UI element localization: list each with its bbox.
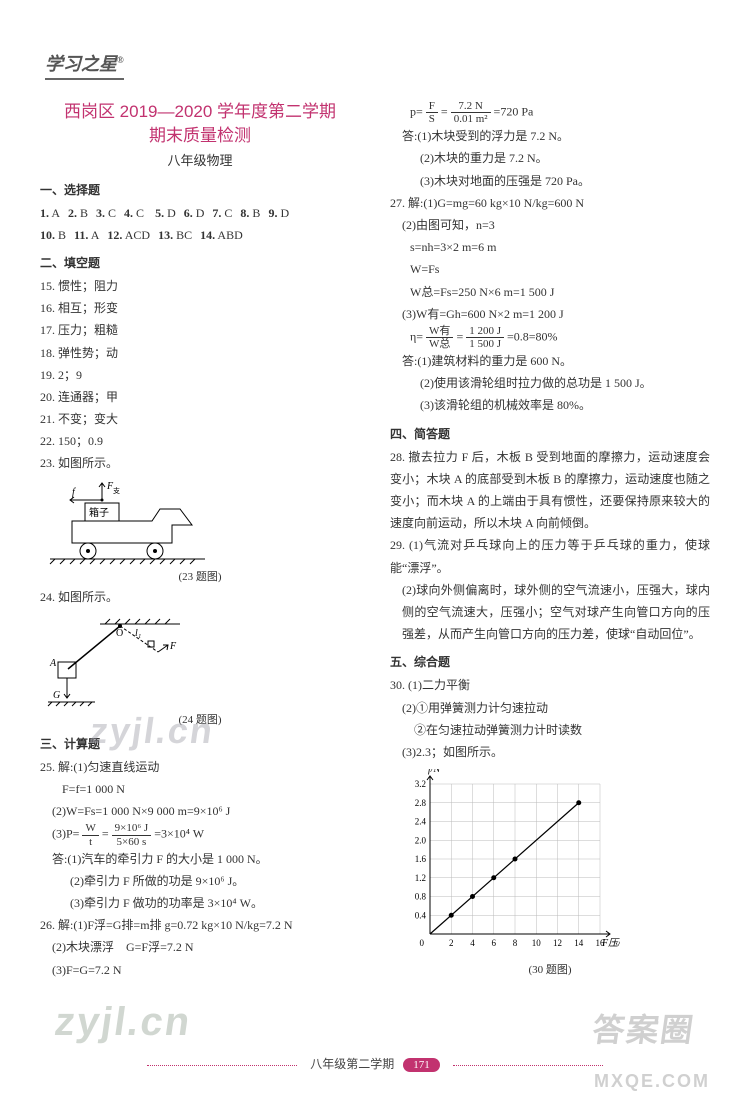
q27-l2: (2)由图可知，n=3 <box>390 214 710 236</box>
q29-1: 29. (1)气流对乒乓球向上的压力等于乒乓球的重力，使球能“漂浮”。 <box>390 534 710 578</box>
q27-l5: W总=Fs=250 N×6 m=1 500 J <box>390 281 710 303</box>
fig23-caption: (23 题图) <box>40 568 360 584</box>
q27-l1: 27. 解:(1)G=mg=60 kg×10 N/kg=600 N <box>390 192 710 214</box>
q25-a2: (2)牵引力 F 所做的功是 9×10⁶ J。 <box>40 870 360 892</box>
q26-a3: (3)木块对地面的压强是 720 Pa。 <box>390 170 710 192</box>
fig23-box-label: 箱子 <box>89 506 109 519</box>
figure-23: 箱子 F 支 f (23 题图) <box>40 481 360 584</box>
q27-eta: η= W有W总 = 1 200 J1 500 J =0.8=80% <box>390 325 710 350</box>
svg-text:f/N: f/N <box>428 769 442 775</box>
q21: 21. 不变；变大 <box>40 408 360 430</box>
mc-row-1: 1. A2. B3. C4. C 5. D6. D7. C8. B9. D <box>40 202 360 224</box>
fig24-F: F <box>169 641 177 652</box>
q27-l4: W=Fs <box>390 258 710 280</box>
q18: 18. 弹性势；动 <box>40 342 360 364</box>
fig24-G: G <box>53 690 60 701</box>
q26-a2: (2)木块的重力是 7.2 N。 <box>390 147 710 169</box>
svg-text:12: 12 <box>553 938 562 948</box>
q16: 16. 相互；形变 <box>40 297 360 319</box>
svg-text:0.8: 0.8 <box>415 892 427 902</box>
q27-a1: 答:(1)建筑材料的重力是 600 N。 <box>390 350 710 372</box>
section-1-heading: 一、选择题 <box>40 181 360 198</box>
page-footer: 八年级第二学期 171 <box>0 1055 750 1072</box>
q27-a3: (3)该滑轮组的机械效率是 80%。 <box>390 394 710 416</box>
q26-l3: (3)F=G=7.2 N <box>40 959 360 981</box>
two-column-layout: 西岗区 2019—2020 学年度第二学期 期末质量检测 八年级物理 一、选择题… <box>40 100 710 981</box>
left-column: 西岗区 2019—2020 学年度第二学期 期末质量检测 八年级物理 一、选择题… <box>40 100 360 981</box>
fig24-caption: (24 题图) <box>40 711 360 727</box>
figure-24: O l₁ F A G (24 题图) <box>40 614 360 727</box>
q25-l1: F=f=1 000 N <box>40 778 360 800</box>
svg-text:2: 2 <box>449 938 454 948</box>
q24: 24. 如图所示。 <box>40 586 360 608</box>
watermark-2: zyjl.cn <box>52 1000 195 1045</box>
q26-a1: 答:(1)木块受到的浮力是 7.2 N。 <box>390 125 710 147</box>
section-3-heading: 三、计算题 <box>40 735 360 752</box>
svg-text:4: 4 <box>470 938 475 948</box>
svg-text:14: 14 <box>574 938 584 948</box>
q28: 28. 撤去拉力 F 后，木板 B 受到地面的摩擦力，运动速度会变小；木块 A … <box>390 446 710 535</box>
svg-text:1.6: 1.6 <box>415 854 427 864</box>
svg-text:0.4: 0.4 <box>415 910 427 920</box>
fig30-caption: (30 题图) <box>390 961 710 977</box>
q30-l1: 30. (1)二力平衡 <box>390 674 710 696</box>
fig24-A: A <box>49 658 57 669</box>
mc-row-2: 10. B11. A12. ACD13. BC14. ABD <box>40 224 360 246</box>
q30-l4: (3)2.3；如图所示。 <box>390 741 710 763</box>
watermark-4: MXQE.COM <box>594 1071 710 1092</box>
exam-title-1: 西岗区 2019—2020 学年度第二学期 <box>40 100 360 124</box>
svg-text:2.0: 2.0 <box>415 835 427 845</box>
q30-l3: ②在匀速拉动弹簧测力计时读数 <box>390 719 710 741</box>
q25-a3: (3)牵引力 F 做功的功率是 3×10⁴ W。 <box>40 892 360 914</box>
p-eq: p= FS = 7.2 N0.01 m² =720 Pa <box>390 100 710 125</box>
q26-l2: (2)木块漂浮 G=F浮=7.2 N <box>40 936 360 958</box>
exam-subtitle: 八年级物理 <box>40 150 360 169</box>
watermark-3: 答案圈 <box>590 1005 698 1051</box>
q17: 17. 压力；粗糙 <box>40 319 360 341</box>
brand-logo: 学习之星® <box>45 50 124 80</box>
q27-a2: (2)使用该滑轮组时拉力做的总功是 1 500 J。 <box>390 372 710 394</box>
exam-title-2: 期末质量检测 <box>40 124 360 148</box>
brand-text: 学习之星 <box>45 54 117 74</box>
svg-text:0: 0 <box>420 938 425 948</box>
q20: 20. 连通器；甲 <box>40 386 360 408</box>
q25-head: 25. 解:(1)匀速直线运动 <box>40 756 360 778</box>
q29-2: (2)球向外侧偏离时，球外侧的空气流速小，压强大，球内侧的空气流速大，压强小；空… <box>390 579 710 646</box>
svg-text:2.8: 2.8 <box>415 798 427 808</box>
svg-text:10: 10 <box>532 938 542 948</box>
section-4-heading: 四、简答题 <box>390 425 710 442</box>
q26-l1: 26. 解:(1)F浮=G排=m排 g=0.72 kg×10 N/kg=7.2 … <box>40 914 360 936</box>
fig23-fn-sub: 支 <box>113 486 120 495</box>
q19: 19. 2；9 <box>40 364 360 386</box>
right-column: p= FS = 7.2 N0.01 m² =720 Pa 答:(1)木块受到的浮… <box>390 100 710 981</box>
q27-l3: s=nh=3×2 m=6 m <box>390 236 710 258</box>
footer-page: 171 <box>403 1058 440 1072</box>
svg-text:F压/N: F压/N <box>601 938 620 949</box>
section-2-heading: 二、填空题 <box>40 254 360 271</box>
svg-text:3.2: 3.2 <box>415 779 426 789</box>
figure-30-chart: 2468101214160.40.81.21.62.02.42.83.20F压/… <box>390 769 710 977</box>
svg-text:2.4: 2.4 <box>415 817 427 827</box>
q25-l2: (2)W=Fs=1 000 N×9 000 m=9×10⁶ J <box>40 800 360 822</box>
svg-text:6: 6 <box>492 938 497 948</box>
section-5-heading: 五、综合题 <box>390 653 710 670</box>
q23: 23. 如图所示。 <box>40 452 360 474</box>
svg-text:8: 8 <box>513 938 518 948</box>
footer-label: 八年级第二学期 <box>310 1057 394 1071</box>
svg-text:1.2: 1.2 <box>415 873 426 883</box>
q25-l3: (3)P= Wt = 9×10⁶ J5×60 s =3×10⁴ W <box>40 822 360 847</box>
q15: 15. 惯性；阻力 <box>40 275 360 297</box>
q25-a1: 答:(1)汽车的牵引力 F 的大小是 1 000 N。 <box>40 848 360 870</box>
fig24-O: O <box>116 628 123 639</box>
q22: 22. 150；0.9 <box>40 430 360 452</box>
fig23-f: f <box>72 487 76 498</box>
fig24-l1: l₁ <box>135 628 141 639</box>
q27-l6: (3)W有=Gh=600 N×2 m=1 200 J <box>390 303 710 325</box>
q30-l2: (2)①用弹簧测力计匀速拉动 <box>390 697 710 719</box>
brand-sup: ® <box>117 55 124 65</box>
